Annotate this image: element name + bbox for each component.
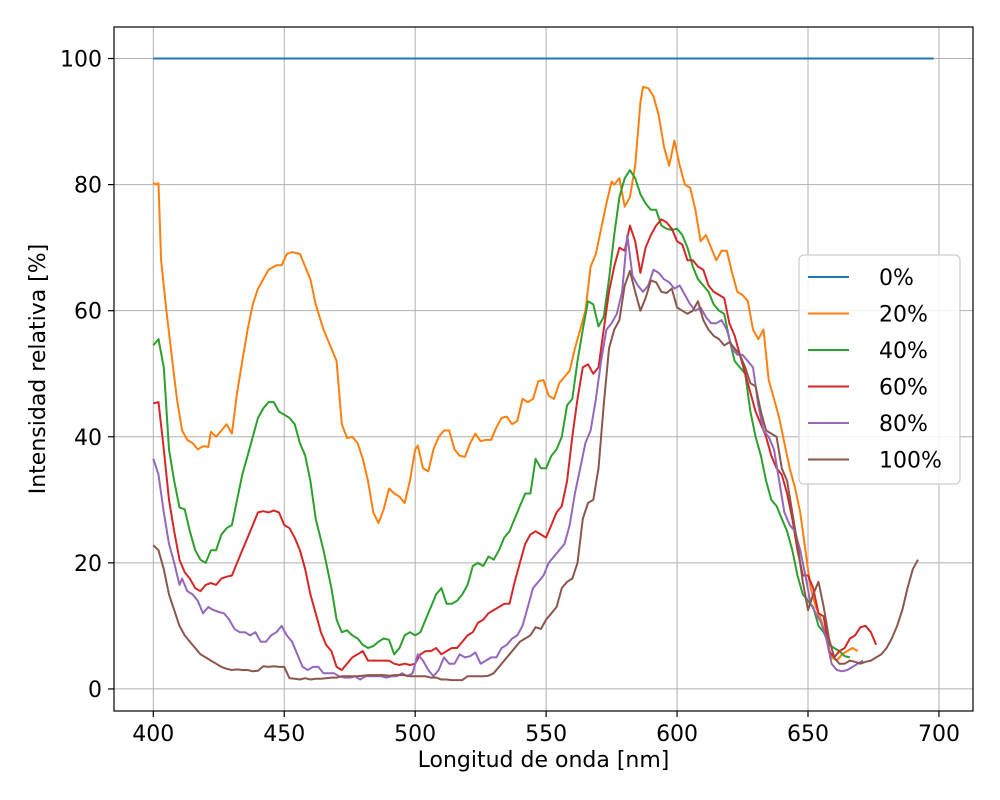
legend-label: 60% [879,376,928,401]
x-tick-label: 650 [787,722,829,747]
x-tick-label: 600 [656,722,698,747]
y-axis-label: Intensidad relativa [%] [26,244,51,495]
legend-label: 40% [879,339,928,364]
axis-ticks: 400 450 500 550 600 650 700 0 20 40 60 80 100 [60,48,960,747]
x-tick-label: 700 [918,722,960,747]
x-tick-label: 500 [394,722,436,747]
y-tick-label: 60 [74,300,102,325]
y-tick-label: 100 [60,48,102,73]
x-axis-label: Longitud de onda [nm] [418,748,670,773]
series-line-5 [152,270,919,682]
x-tick-label: 400 [132,722,174,747]
y-tick-label: 20 [74,552,102,577]
series-line-1 [152,85,859,662]
legend-label: 20% [879,303,928,328]
y-tick-label: 80 [74,174,102,199]
series-line-3 [153,218,878,671]
y-tick-label: 0 [88,678,102,703]
legend: 0% 20% 40% 60% 80% 100% [798,254,961,485]
x-tick-label: 550 [525,722,567,747]
x-tick-label: 450 [263,722,305,747]
legend-label: 100% [879,449,942,474]
legend-box [798,254,961,485]
series-line-4 [152,234,864,681]
legend-label: 0% [879,266,914,291]
y-tick-label: 40 [74,426,102,451]
plot-frame [113,26,974,712]
series-lines [152,57,934,682]
series-line-2 [152,169,851,659]
legend-label: 80% [879,412,928,437]
